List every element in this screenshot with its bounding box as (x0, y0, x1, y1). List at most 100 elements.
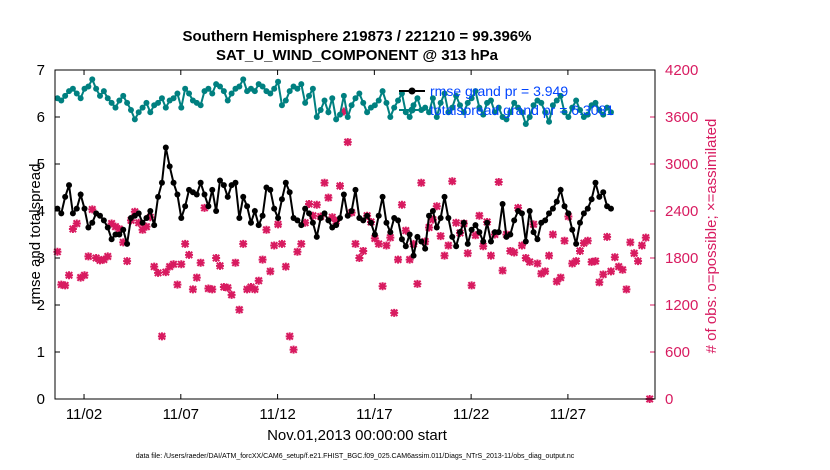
obs-count-marker (417, 178, 426, 187)
rmse-point (151, 222, 158, 229)
obs-count-marker (452, 218, 461, 227)
obs-count-marker (475, 211, 484, 220)
totalspread-point (526, 114, 533, 120)
rmse-point (449, 233, 456, 240)
rmse-point (85, 224, 92, 231)
rmse-point (220, 182, 227, 189)
rmse-point (337, 215, 343, 222)
rmse-point (518, 210, 525, 217)
rmse-point (542, 217, 549, 224)
rmse-point (108, 236, 115, 243)
totalspread-point (530, 102, 537, 109)
rmse-point (147, 208, 154, 214)
totalspread-point (600, 111, 607, 118)
totalspread-point (352, 95, 359, 102)
rmse-point (445, 215, 452, 222)
totalspread-point (573, 97, 580, 104)
totalspread-point (565, 114, 572, 120)
totalspread-point (275, 78, 282, 85)
totalspread-point (228, 90, 235, 97)
y2-tick-label: 2400 (665, 203, 698, 220)
obs-count-marker (641, 233, 650, 242)
totalspread-point (240, 76, 247, 83)
rmse-point (429, 208, 436, 214)
rmse-point (309, 219, 316, 226)
rmse-point (406, 231, 413, 238)
rmse-point (58, 210, 65, 217)
rmse-point (170, 179, 177, 186)
obs-count-marker (99, 255, 108, 264)
obs-count-marker (529, 220, 538, 229)
rmse-point (155, 193, 162, 200)
rmse-point (240, 193, 247, 200)
obs-count-marker (339, 107, 348, 116)
y2-tick-label: 3600 (665, 109, 698, 126)
obs-count-marker (382, 241, 391, 250)
obs-count-marker (216, 261, 224, 270)
obs-count-marker (277, 239, 286, 248)
rmse-point (197, 179, 204, 186)
rmse-point (433, 224, 440, 231)
rmse-point (224, 193, 231, 200)
obs-count-marker (181, 239, 190, 248)
obs-count-marker (517, 241, 526, 250)
x-tick-label: 11/27 (550, 406, 586, 423)
rmse-point (209, 186, 216, 193)
obs-count-marker (533, 259, 542, 268)
obs-count-marker (425, 223, 434, 232)
totalspread-point (561, 109, 568, 116)
totalspread-point (584, 111, 591, 118)
obs-count-marker (614, 262, 623, 271)
rmse-point (375, 212, 382, 219)
obs-count-marker (521, 254, 530, 262)
totalspread-point (441, 90, 448, 97)
totalspread-point (464, 99, 471, 106)
totalspread-point (542, 109, 549, 116)
totalspread-point (511, 99, 518, 106)
obs-count-marker (53, 247, 62, 256)
totalspread-point (426, 109, 433, 116)
rmse-point (569, 226, 576, 233)
legend-rmse-label: rmse grand pr = 3.949 (430, 83, 568, 99)
totalspread-point (503, 116, 510, 123)
obs-count-marker (390, 308, 399, 317)
obs-count-marker (374, 239, 383, 248)
totalspread-point (333, 116, 340, 123)
obs-count-marker (76, 273, 85, 282)
obs-count-marker (320, 178, 329, 187)
obs-count-marker (289, 345, 298, 354)
obs-count-marker (471, 231, 480, 240)
rmse-point (213, 208, 220, 214)
plot-frame (54, 69, 656, 400)
totalspread-point (127, 106, 134, 113)
totalspread-point (186, 90, 193, 97)
rmse-point (317, 215, 324, 222)
obs-count-marker (514, 203, 523, 212)
obs-count-marker (386, 233, 395, 242)
obs-count-marker (440, 251, 449, 260)
rmse-point (402, 243, 409, 250)
y2-tick-label: 0 (665, 391, 673, 408)
obs-count-marker (541, 267, 550, 276)
obs-count-marker (448, 177, 457, 186)
totalspread-point (271, 85, 278, 92)
obs-count-marker (606, 267, 615, 276)
obs-count-marker (115, 225, 124, 234)
obs-count-marker (161, 268, 170, 277)
totalspread-point (414, 95, 421, 102)
rmse-point (379, 193, 386, 200)
totalspread-point (487, 97, 494, 104)
y-tick-label: 2 (37, 297, 45, 314)
totalspread-point (476, 104, 483, 111)
y-tick-label: 5 (37, 156, 45, 173)
rmse-point (457, 229, 463, 236)
obs-count-marker (119, 238, 128, 247)
obs-count-marker (169, 260, 178, 269)
rmse-point (453, 243, 460, 250)
totalspread-point (453, 92, 460, 99)
rmse-point (530, 229, 537, 236)
legend: rmse grand pr = 3.949 totalspread grand … (399, 83, 614, 118)
totalspread-point (364, 109, 371, 116)
totalspread-point (143, 99, 150, 106)
rmse-point (97, 212, 103, 219)
